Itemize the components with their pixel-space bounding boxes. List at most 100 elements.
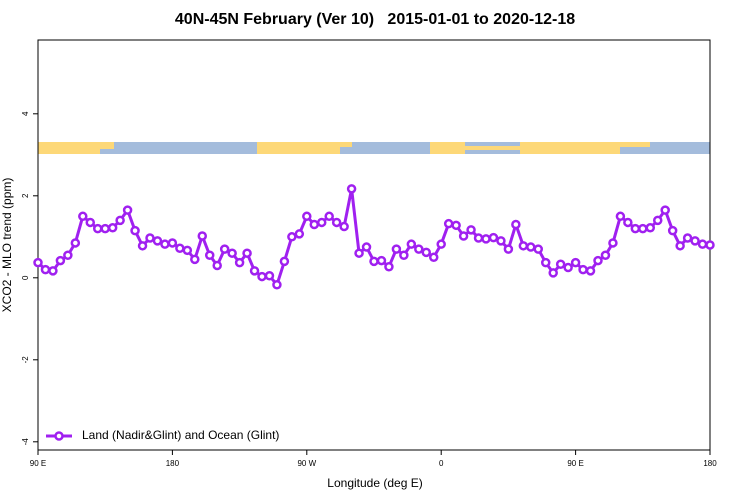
data-point bbox=[115, 215, 125, 226]
x-tick-label: 90 W bbox=[297, 459, 316, 468]
land-strip bbox=[430, 142, 465, 154]
data-point bbox=[391, 244, 402, 254]
data-point bbox=[615, 211, 626, 222]
x-tick-label: 180 bbox=[166, 459, 180, 468]
data-point bbox=[645, 223, 656, 233]
data-point bbox=[92, 223, 103, 234]
data-point bbox=[354, 248, 364, 258]
data-point bbox=[593, 255, 603, 266]
data-point bbox=[369, 256, 379, 267]
data-point bbox=[361, 242, 372, 252]
data-point bbox=[488, 232, 499, 243]
land-strip bbox=[257, 142, 340, 154]
data-point bbox=[451, 220, 461, 231]
data-point bbox=[55, 255, 66, 266]
data-point bbox=[690, 236, 700, 246]
data-point bbox=[257, 271, 267, 282]
data-point bbox=[63, 250, 73, 260]
data-point bbox=[428, 252, 439, 263]
data-point bbox=[212, 260, 222, 271]
data-point bbox=[585, 266, 596, 276]
data-point bbox=[496, 236, 506, 246]
data-point bbox=[70, 238, 81, 248]
data-point bbox=[152, 236, 163, 246]
data-point bbox=[414, 244, 424, 254]
data-point bbox=[511, 219, 521, 230]
data-point bbox=[578, 264, 588, 275]
data-point bbox=[40, 264, 51, 275]
x-tick-label: 180 bbox=[703, 459, 717, 468]
data-point bbox=[384, 261, 394, 272]
data-point bbox=[279, 256, 290, 267]
data-point bbox=[705, 240, 715, 250]
land-strip bbox=[100, 142, 114, 149]
y-tick-label: 2 bbox=[21, 193, 30, 198]
data-point bbox=[503, 244, 514, 254]
data-point bbox=[697, 239, 708, 249]
series-line bbox=[36, 188, 711, 288]
data-point bbox=[249, 266, 260, 276]
data-point bbox=[376, 255, 387, 266]
data-point bbox=[107, 223, 118, 233]
data-point bbox=[167, 238, 178, 248]
data-point bbox=[563, 262, 573, 273]
land-strip bbox=[38, 142, 100, 154]
data-point bbox=[623, 217, 633, 228]
data-point bbox=[316, 217, 327, 228]
data-point bbox=[48, 266, 58, 276]
data-point bbox=[204, 250, 215, 260]
y-axis-label: XCO2 - MLO trend (ppm) bbox=[0, 178, 14, 313]
data-point bbox=[137, 241, 148, 251]
data-point bbox=[570, 257, 581, 268]
data-point bbox=[197, 231, 208, 241]
data-point bbox=[302, 211, 312, 222]
data-point bbox=[406, 239, 417, 249]
data-point bbox=[652, 215, 663, 226]
data-point bbox=[675, 241, 685, 251]
data-point bbox=[160, 239, 170, 249]
data-point bbox=[630, 223, 641, 234]
data-point bbox=[526, 242, 536, 252]
data-point bbox=[175, 243, 185, 254]
data-point bbox=[608, 238, 618, 248]
data-point bbox=[294, 229, 305, 239]
data-point bbox=[555, 259, 566, 270]
data-point bbox=[466, 225, 476, 235]
land-strip bbox=[340, 142, 352, 147]
data-point bbox=[145, 233, 155, 243]
x-tick-label: 0 bbox=[439, 459, 444, 468]
data-point bbox=[481, 234, 491, 244]
data-point bbox=[85, 217, 96, 228]
data-point bbox=[518, 241, 529, 251]
data-point bbox=[473, 233, 484, 243]
data-point bbox=[533, 244, 544, 254]
data-point bbox=[436, 239, 446, 249]
data-point bbox=[339, 221, 349, 232]
legend-label: Land (Nadir&Glint) and Ocean (Glint) bbox=[82, 428, 279, 442]
land-strip bbox=[465, 146, 520, 150]
data-point bbox=[682, 233, 693, 243]
y-tick-label: 0 bbox=[21, 275, 30, 280]
data-point bbox=[600, 250, 611, 260]
data-point bbox=[660, 205, 670, 215]
x-tick-label: 90 E bbox=[30, 459, 46, 468]
data-point bbox=[548, 268, 558, 278]
data-point bbox=[458, 231, 469, 241]
data-point bbox=[421, 247, 432, 258]
legend-marker bbox=[54, 431, 64, 441]
data-point bbox=[287, 232, 297, 242]
data-point bbox=[227, 248, 237, 258]
y-tick-label: 4 bbox=[21, 111, 30, 116]
land-ocean-strip bbox=[38, 142, 710, 154]
data-point bbox=[122, 205, 133, 215]
data-point bbox=[331, 217, 342, 228]
x-tick-label: 90 E bbox=[567, 459, 583, 468]
data-point bbox=[346, 184, 357, 194]
data-point bbox=[264, 271, 275, 281]
data-point bbox=[182, 245, 193, 256]
data-point bbox=[100, 223, 110, 234]
data-point bbox=[324, 211, 334, 222]
land-strip bbox=[520, 142, 620, 154]
data-point bbox=[219, 244, 230, 254]
